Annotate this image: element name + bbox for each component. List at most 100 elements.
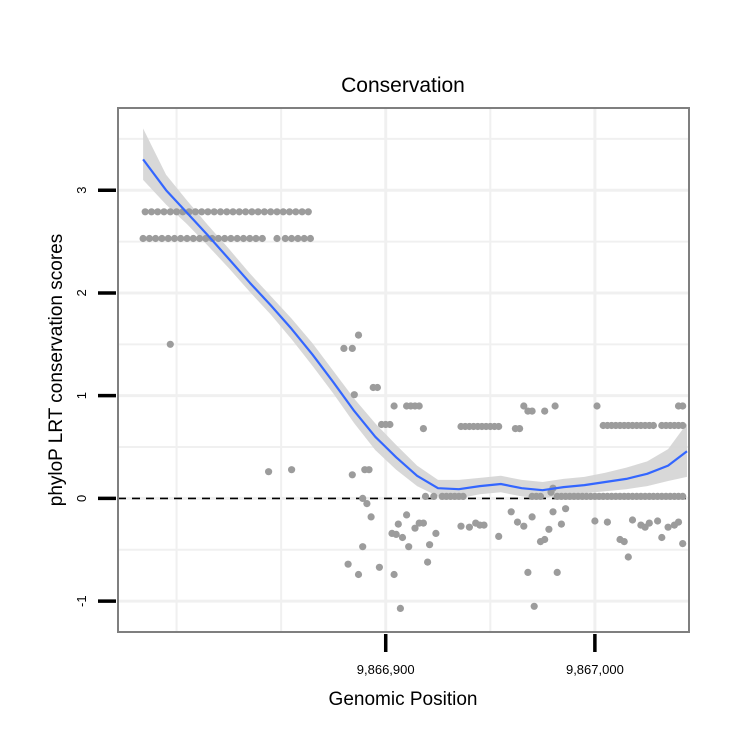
data-point bbox=[359, 543, 367, 551]
data-point bbox=[430, 492, 438, 500]
data-point bbox=[273, 208, 281, 216]
chart-title: Conservation bbox=[341, 74, 465, 97]
data-point bbox=[664, 523, 672, 531]
data-point bbox=[154, 208, 162, 216]
data-point bbox=[654, 517, 662, 525]
data-point bbox=[285, 208, 294, 216]
data-point bbox=[223, 208, 231, 216]
y-tick-label: 3 bbox=[74, 187, 89, 194]
data-point bbox=[166, 208, 174, 216]
data-point bbox=[394, 520, 402, 528]
data-point bbox=[553, 568, 561, 577]
data-point bbox=[166, 340, 174, 348]
data-point bbox=[541, 407, 549, 415]
data-point bbox=[292, 208, 300, 216]
data-point bbox=[363, 500, 371, 508]
data-point bbox=[196, 234, 204, 243]
data-point bbox=[373, 383, 381, 392]
data-point bbox=[354, 331, 363, 339]
data-point bbox=[288, 234, 296, 243]
data-point bbox=[520, 402, 528, 410]
data-point bbox=[350, 391, 358, 399]
x-axis-ticks: 9,866,900 9,867,000 bbox=[357, 634, 624, 677]
data-point bbox=[242, 208, 250, 216]
confidence-band bbox=[143, 128, 688, 499]
data-point bbox=[524, 568, 532, 577]
data-point bbox=[235, 208, 243, 216]
y-axis-ticks: -1 0 1 2 3 bbox=[74, 187, 116, 607]
data-point bbox=[204, 208, 212, 216]
data-point bbox=[375, 563, 383, 571]
data-point bbox=[288, 466, 296, 474]
data-point bbox=[183, 234, 191, 243]
data-point bbox=[304, 208, 312, 216]
data-point bbox=[340, 344, 348, 352]
data-point bbox=[536, 492, 545, 500]
data-point bbox=[495, 532, 503, 541]
data-point bbox=[545, 525, 553, 533]
data-point bbox=[495, 422, 503, 431]
data-point bbox=[679, 402, 687, 410]
data-point bbox=[628, 516, 637, 524]
data-point bbox=[658, 533, 666, 542]
data-point bbox=[415, 402, 423, 410]
data-point bbox=[152, 234, 160, 243]
data-point bbox=[405, 543, 413, 551]
data-point bbox=[365, 466, 373, 474]
data-point bbox=[480, 521, 488, 529]
data-point bbox=[679, 492, 687, 500]
data-point bbox=[679, 540, 687, 548]
data-point bbox=[191, 208, 199, 216]
scatter-points bbox=[139, 208, 687, 613]
x-tick-label: 9,867,000 bbox=[566, 662, 624, 677]
data-point bbox=[294, 234, 302, 243]
data-point bbox=[530, 602, 538, 610]
data-point bbox=[229, 208, 237, 216]
data-point bbox=[679, 421, 687, 430]
data-point bbox=[170, 234, 179, 243]
data-point bbox=[541, 535, 549, 544]
data-point bbox=[147, 208, 156, 216]
data-point bbox=[620, 538, 628, 546]
data-point bbox=[260, 208, 268, 216]
data-point bbox=[557, 520, 566, 528]
data-point bbox=[158, 234, 166, 243]
data-point bbox=[419, 425, 427, 433]
data-point bbox=[348, 471, 356, 479]
data-point bbox=[645, 519, 653, 527]
data-point bbox=[265, 468, 273, 476]
data-point bbox=[528, 513, 536, 521]
data-point bbox=[246, 234, 254, 243]
loess-fit-line bbox=[142, 158, 688, 492]
data-point bbox=[177, 234, 185, 243]
data-point bbox=[139, 234, 147, 243]
data-point bbox=[390, 570, 398, 579]
data-point bbox=[593, 402, 601, 410]
data-point bbox=[528, 407, 536, 415]
data-point bbox=[221, 234, 229, 243]
data-point bbox=[419, 519, 427, 527]
data-point bbox=[390, 402, 398, 410]
confidence-band-layer bbox=[143, 128, 688, 499]
data-point bbox=[254, 208, 262, 216]
data-point bbox=[603, 518, 612, 526]
y-tick-label: -1 bbox=[74, 595, 89, 607]
data-point bbox=[160, 208, 168, 216]
panel-border bbox=[117, 107, 690, 633]
data-point bbox=[145, 234, 153, 243]
data-point bbox=[189, 234, 197, 243]
data-point bbox=[273, 234, 281, 243]
data-point bbox=[392, 530, 400, 539]
data-point bbox=[457, 522, 465, 530]
data-point bbox=[520, 522, 528, 530]
data-point bbox=[507, 508, 515, 516]
data-point bbox=[562, 505, 570, 513]
y-tick-label: 0 bbox=[74, 495, 89, 502]
data-point bbox=[354, 570, 363, 579]
data-point bbox=[549, 508, 557, 516]
data-point bbox=[279, 208, 287, 216]
data-point bbox=[551, 402, 559, 410]
data-point bbox=[367, 513, 375, 521]
x-tick-label: 9,866,900 bbox=[357, 662, 415, 677]
